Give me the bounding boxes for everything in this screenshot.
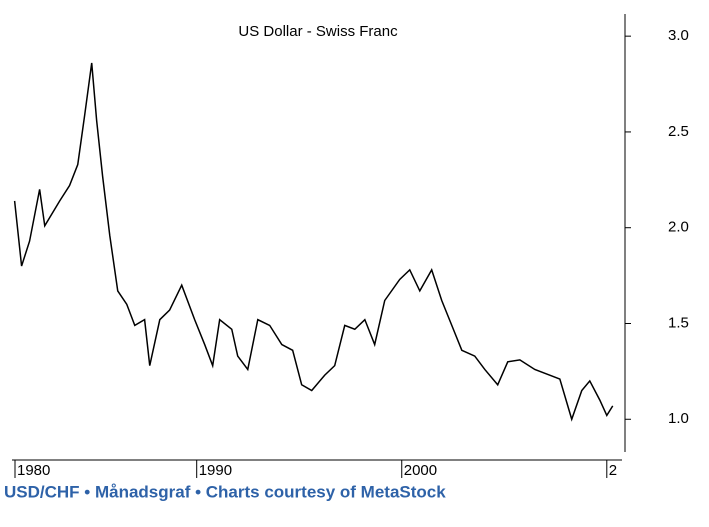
x-tick-label: 2000 bbox=[404, 462, 437, 479]
y-tick-label: 1.5 bbox=[668, 314, 689, 331]
chart-title: US Dollar - Swiss Franc bbox=[238, 23, 398, 40]
y-tick-label: 2.5 bbox=[668, 123, 689, 140]
y-tick-label: 2.0 bbox=[668, 219, 689, 236]
x-tick-label: 1980 bbox=[17, 462, 50, 479]
x-tick-label: 2 bbox=[609, 462, 617, 479]
x-tick-label: 1990 bbox=[199, 462, 232, 479]
y-tick-label: 1.0 bbox=[668, 410, 689, 427]
price-line bbox=[13, 62, 614, 422]
y-tick-label: 3.0 bbox=[668, 27, 689, 44]
caption: USD/CHF • Månadsgraf • Charts courtesy o… bbox=[4, 482, 446, 501]
